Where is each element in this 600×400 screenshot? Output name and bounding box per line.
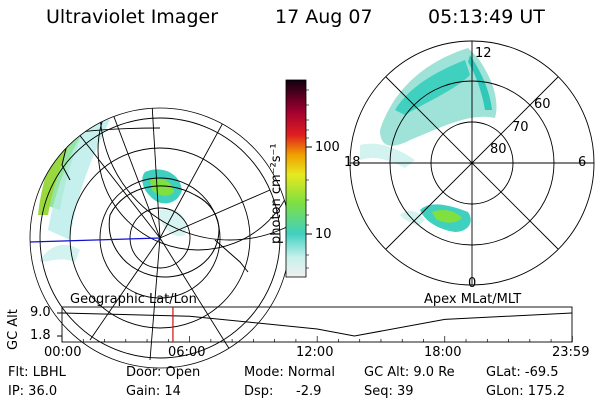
alt-xtick-1800: 18:00 bbox=[424, 345, 462, 360]
polar-panel-label: Apex MLat/MLT bbox=[424, 292, 522, 307]
alt-ylabel: GC Alt bbox=[6, 309, 21, 350]
door-status: Door: Open bbox=[126, 365, 201, 380]
colorbar-label: photon cm⁻²s⁻¹ bbox=[269, 143, 284, 244]
mode-status: Mode: Normal bbox=[244, 365, 335, 380]
alt-ytick-min: 1.8 bbox=[30, 328, 51, 343]
gc-alt-status: GC Alt: 9.0 Re bbox=[364, 365, 455, 380]
date-label: 17 Aug 07 bbox=[275, 6, 373, 28]
alt-xtick-2359: 23:59 bbox=[552, 345, 590, 360]
flt-status: Flt: LBHL bbox=[8, 365, 66, 380]
polar-panel bbox=[349, 40, 595, 286]
geo-panel bbox=[29, 107, 291, 369]
alt-ytick-max: 9.0 bbox=[30, 305, 51, 320]
mlt-label-12: 12 bbox=[475, 46, 492, 61]
mlt-label-18: 18 bbox=[344, 155, 361, 170]
ip-status: IP: 36.0 bbox=[8, 384, 58, 399]
glat-status: GLat: -69.5 bbox=[486, 365, 559, 380]
seq-status: Seq: 39 bbox=[364, 384, 414, 399]
alt-xtick-1200: 12:00 bbox=[296, 345, 334, 360]
colorbar-tick-10: 10 bbox=[315, 227, 332, 242]
colorbar-tick-100: 100 bbox=[315, 140, 340, 155]
time-label: 05:13:49 UT bbox=[428, 6, 545, 28]
mlat-label-80: 80 bbox=[490, 142, 507, 157]
colorbar bbox=[285, 79, 312, 278]
mlat-label-60: 60 bbox=[534, 97, 551, 112]
dsp-value: -2.9 bbox=[296, 384, 322, 399]
alt-xtick-0600: 06:00 bbox=[168, 345, 206, 360]
mlat-label-70: 70 bbox=[512, 120, 529, 135]
gain-status: Gain: 14 bbox=[126, 384, 181, 399]
alt-xtick-0000: 00:00 bbox=[44, 345, 82, 360]
altitude-plot bbox=[57, 306, 573, 343]
gc-alt-series-line bbox=[61, 312, 573, 337]
glon-status: GLon: 175.2 bbox=[486, 384, 566, 399]
mlt-label-0: 0 bbox=[468, 276, 477, 291]
dsp-status: Dsp: bbox=[244, 384, 274, 399]
geo-panel-label: Geographic Lat/Lon bbox=[70, 292, 197, 307]
mlt-label-6: 6 bbox=[578, 155, 587, 170]
instrument-title: Ultraviolet Imager bbox=[46, 6, 219, 28]
